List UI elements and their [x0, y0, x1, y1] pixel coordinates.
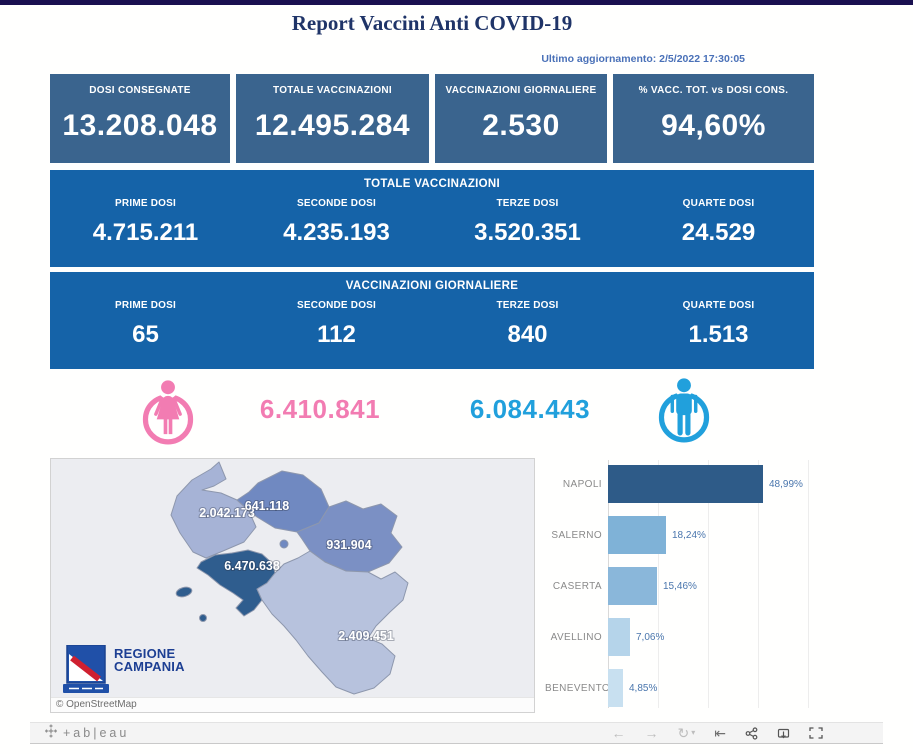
male-figure-icon	[658, 374, 710, 457]
fullscreen-icon[interactable]	[809, 727, 823, 739]
regione-campania-logo: REGIONE CAMPANIA	[63, 644, 185, 700]
band-title: VACCINAZIONI GIORNALIERE	[345, 280, 519, 292]
totale-terze-dosi: TERZE DOSI 3.520.351	[474, 198, 581, 246]
chart-gridline	[808, 460, 809, 708]
tableau-toolbar: +ab|eau ← → ↻ ▾ ⇤	[30, 722, 883, 744]
campania-map-panel: 2.042.173 641.118 931.904 6.470.638 2.40…	[50, 458, 535, 713]
giornaliere-terze-dosi: TERZE DOSI 840	[496, 300, 559, 348]
bar[interactable]	[608, 618, 630, 656]
chart-gridline	[708, 460, 709, 708]
vaccinazioni-giornaliere-band: VACCINAZIONI GIORNALIERE PRIME DOSI 65 S…	[50, 272, 814, 369]
female-count: 6.410.841	[259, 394, 381, 424]
kpi-dosi-consegnate: DOSI CONSEGNATE 13.208.048	[50, 74, 230, 163]
map-province-caserta[interactable]	[170, 461, 257, 559]
kpi-label: DOSI CONSEGNATE	[89, 85, 191, 96]
bar-category-label: AVELLINO	[550, 631, 602, 643]
bar-row: NAPOLI 48,99%	[545, 465, 875, 503]
bar-category-label: CASERTA	[552, 580, 602, 592]
bar[interactable]	[608, 465, 763, 503]
tableau-mark-icon	[44, 724, 58, 743]
bar-category-label: NAPOLI	[562, 478, 602, 490]
totale-seconde-dosi: SECONDE DOSI 4.235.193	[283, 198, 390, 246]
chart-gridline	[758, 460, 759, 708]
totale-prime-dosi: PRIME DOSI 4.715.211	[92, 198, 199, 246]
campania-map: 2.042.173 641.118 931.904 6.470.638 2.40…	[170, 461, 409, 695]
undo-icon[interactable]: ←	[611, 725, 626, 741]
kpi-vaccinazioni-giornaliere: VACCINAZIONI GIORNALIERE 2.530	[435, 74, 607, 163]
kpi-label: TOTALE VACCINAZIONI	[272, 85, 393, 96]
kpi-totale-vaccinazioni: TOTALE VACCINAZIONI 12.495.284	[236, 74, 429, 163]
male-count: 6.084.443	[469, 394, 591, 424]
share-icon[interactable]	[745, 726, 758, 740]
bar-category-label: SALERNO	[551, 529, 602, 541]
band-title: TOTALE VACCINAZIONI	[363, 178, 501, 190]
gender-row: 6.410.841 6.084.443	[50, 374, 814, 456]
kpi-row: DOSI CONSEGNATE 13.208.048 TOTALE VACCIN…	[50, 74, 814, 163]
bar-row: BENEVENTO 4,85%	[545, 669, 875, 707]
map-value-caserta: 2.042.173	[199, 506, 255, 520]
province-bar-chart: NAPOLI 48,99% SALERNO 18,24% CASERTA 15,…	[545, 458, 875, 713]
kpi-label: VACCINAZIONI GIORNALIERE	[445, 85, 597, 96]
chart-gridline	[658, 460, 659, 708]
regione-campania-wordmark: REGIONE CAMPANIA	[114, 646, 185, 674]
bar-row: SALERNO 18,24%	[545, 516, 875, 554]
bar-value-label: 4,85%	[629, 682, 658, 694]
bar[interactable]	[608, 516, 666, 554]
map-value-benevento: 641.118	[245, 499, 290, 513]
kpi-value: 12.495.284	[254, 109, 411, 142]
female-figure-icon	[142, 376, 194, 459]
kpi-percent-vacc: % VACC. TOT. vs DOSI CONS. 94,60%	[613, 74, 814, 163]
map-enclave	[279, 539, 289, 549]
download-icon[interactable]	[777, 727, 790, 740]
map-value-salerno: 2.409.451	[338, 629, 394, 643]
tableau-logo[interactable]: +ab|eau	[44, 724, 129, 743]
redo-icon[interactable]: →	[644, 725, 659, 741]
giornaliere-prime-dosi: PRIME DOSI 65	[115, 300, 176, 348]
replay-icon[interactable]: ↻ ▾	[677, 725, 696, 741]
bar-value-label: 48,99%	[769, 478, 803, 490]
tableau-wordmark: +ab|eau	[63, 726, 130, 740]
kpi-value: 13.208.048	[62, 109, 218, 142]
last-update-text: Ultimo aggiornamento: 2/5/2022 17:30:05	[541, 53, 745, 65]
map-island-ischia[interactable]	[175, 586, 193, 599]
totale-vaccinazioni-band: TOTALE VACCINAZIONI PRIME DOSI 4.715.211…	[50, 170, 814, 267]
giornaliere-seconde-dosi: SECONDE DOSI 112	[296, 300, 377, 348]
map-value-avellino: 931.904	[326, 538, 371, 552]
top-accent-bar	[0, 0, 913, 5]
bar-value-label: 15,46%	[663, 580, 697, 592]
revert-icon[interactable]: ⇤	[714, 725, 726, 741]
kpi-value: 94,60%	[661, 109, 766, 142]
kpi-value: 2.530	[482, 109, 560, 142]
regione-campania-flag-icon	[63, 644, 109, 700]
bar-row: CASERTA 15,46%	[545, 567, 875, 605]
bar-row: AVELLINO 7,06%	[545, 618, 875, 656]
giornaliere-quarte-dosi: QUARTE DOSI 1.513	[682, 300, 755, 348]
totale-quarte-dosi: QUARTE DOSI 24.529	[681, 198, 756, 246]
kpi-label: % VACC. TOT. vs DOSI CONS.	[638, 85, 789, 96]
openstreetmap-attribution: © OpenStreetMap	[51, 697, 534, 712]
bar-value-label: 7,06%	[636, 631, 665, 643]
bar[interactable]	[608, 567, 657, 605]
map-island-capri[interactable]	[199, 614, 207, 622]
bar-category-label: BENEVENTO	[545, 682, 611, 694]
map-province-avellino[interactable]	[296, 500, 403, 573]
bar[interactable]	[608, 669, 623, 707]
map-value-napoli: 6.470.638	[224, 559, 280, 573]
page-title: Report Vaccini Anti COVID-19	[291, 11, 573, 35]
map-province-salerno[interactable]	[256, 550, 409, 695]
bar-value-label: 18,24%	[672, 529, 706, 541]
